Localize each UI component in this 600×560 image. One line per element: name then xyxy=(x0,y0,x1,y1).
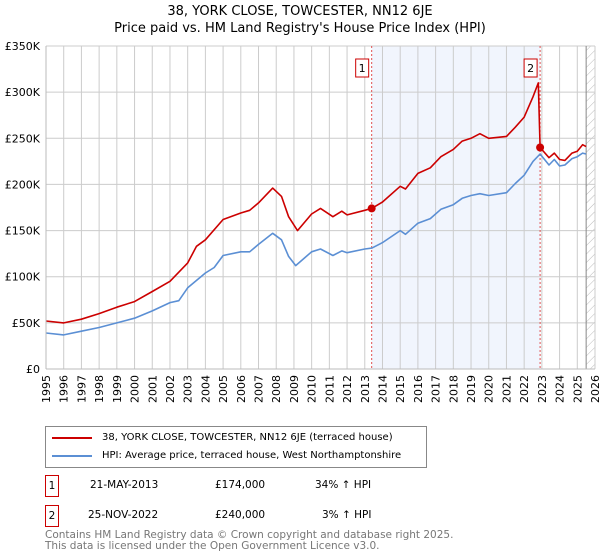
x-tick-label: 2017 xyxy=(430,375,443,403)
x-tick-label: 1997 xyxy=(75,375,88,403)
transaction-hpi: 3% ↑ HPI xyxy=(322,509,372,521)
x-tick-label: 2005 xyxy=(217,375,230,403)
x-tick-label: 2011 xyxy=(323,375,336,403)
x-tick-label: 2026 xyxy=(589,375,600,403)
x-tick-label: 2021 xyxy=(500,375,513,403)
marker-label: 2 xyxy=(527,62,534,75)
x-tick-label: 2003 xyxy=(182,375,195,403)
y-tick-label: £150K xyxy=(5,225,41,238)
y-tick-label: £100K xyxy=(5,271,41,284)
transaction-badge: 1 xyxy=(45,475,59,497)
x-tick-label: 2013 xyxy=(359,375,372,403)
legend-label: 38, YORK CLOSE, TOWCESTER, NN12 6JE (ter… xyxy=(102,432,393,443)
y-tick-label: £0 xyxy=(26,363,40,376)
footer: Contains HM Land Registry data © Crown c… xyxy=(45,530,453,552)
x-tick-label: 1996 xyxy=(58,375,71,403)
transaction-date: 21-MAY-2013 xyxy=(90,479,159,491)
x-tick-label: 2020 xyxy=(483,375,496,403)
marker-badge xyxy=(355,58,370,78)
price-chart: 1995 1996 1997 1998 1999 2000 2001 2002 2003 2004… xyxy=(5,40,600,403)
legend-label: HPI: Average price, terraced house, West… xyxy=(102,450,402,461)
x-tick-label: 2000 xyxy=(129,375,142,403)
sale-point xyxy=(367,204,376,213)
x-tick-label: 2023 xyxy=(536,375,549,403)
x-tick-label: 1999 xyxy=(111,375,124,403)
x-tick-label: 2004 xyxy=(199,375,212,403)
y-tick-label: £250K xyxy=(5,132,41,145)
legend-swatch xyxy=(52,436,92,439)
sale-point xyxy=(536,143,545,152)
y-tick-label: £200K xyxy=(5,178,41,191)
y-tick-label: £50K xyxy=(12,317,41,330)
future-hatch xyxy=(586,46,595,369)
marker-label: 1 xyxy=(359,62,366,75)
legend-swatch xyxy=(52,454,92,457)
x-tick-label: 2016 xyxy=(412,375,425,403)
x-tick-label: 2022 xyxy=(518,375,531,403)
transaction-badge: 2 xyxy=(45,505,59,527)
chart-title: 38, YORK CLOSE, TOWCESTER, NN12 6JE xyxy=(167,4,433,19)
series-line xyxy=(45,152,587,336)
marker-badge xyxy=(523,58,538,78)
legend: 38, YORK CLOSE, TOWCESTER, NN12 6JE (ter… xyxy=(45,426,427,468)
footer-line: Contains HM Land Registry data © Crown c… xyxy=(45,529,454,541)
x-tick-label: 1998 xyxy=(93,375,106,403)
footer-line: This data is licensed under the Open Gov… xyxy=(45,540,380,552)
x-tick-label: 2006 xyxy=(235,375,248,403)
chart-subtitle: Price paid vs. HM Land Registry's House … xyxy=(114,21,486,36)
x-tick-label: 1995 xyxy=(40,375,53,403)
x-tick-label: 2024 xyxy=(554,375,567,403)
transaction-date: 25-NOV-2022 xyxy=(88,509,159,521)
x-tick-label: 2015 xyxy=(394,375,407,403)
y-tick-label: £350K xyxy=(5,40,41,53)
x-tick-label: 2025 xyxy=(571,375,584,403)
transaction-price: £174,000 xyxy=(215,479,266,491)
transaction-price: £240,000 xyxy=(215,509,266,521)
x-tick-label: 2018 xyxy=(447,375,460,403)
x-tick-label: 2001 xyxy=(146,375,159,403)
y-tick-label: £300K xyxy=(5,86,41,99)
x-tick-label: 2014 xyxy=(376,375,389,403)
x-tick-label: 2009 xyxy=(288,375,301,403)
x-tick-label: 2019 xyxy=(465,375,478,403)
x-tick-label: 2010 xyxy=(306,375,319,403)
x-tick-label: 2002 xyxy=(164,375,177,403)
x-tick-label: 2012 xyxy=(341,375,354,403)
transaction-hpi: 34% ↑ HPI xyxy=(315,479,372,491)
shaded-period xyxy=(371,46,541,369)
legend-item-hpi: HPI: Average price, terraced house, West… xyxy=(52,450,401,461)
x-tick-label: 2008 xyxy=(270,375,283,403)
x-tick-label: 2007 xyxy=(253,375,266,403)
legend-item-property: 38, YORK CLOSE, TOWCESTER, NN12 6JE (ter… xyxy=(52,432,393,443)
